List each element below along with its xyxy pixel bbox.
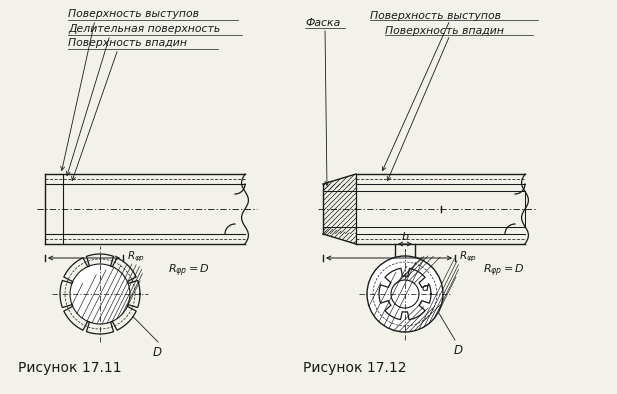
Text: Делительная поверхность: Делительная поверхность xyxy=(68,24,220,34)
Text: Поверхность впадин: Поверхность впадин xyxy=(68,38,187,48)
Text: Поверхность выступов: Поверхность выступов xyxy=(370,11,501,21)
Text: $R_{\varphi p}$: $R_{\varphi p}$ xyxy=(127,250,145,264)
Text: Поверхность выступов: Поверхность выступов xyxy=(68,9,199,19)
Text: Поверхность впадин: Поверхность впадин xyxy=(385,26,504,36)
Text: Рисунок 17.11: Рисунок 17.11 xyxy=(18,361,122,375)
Text: $d$: $d$ xyxy=(421,281,430,293)
Text: Фаска: Фаска xyxy=(305,18,340,28)
Circle shape xyxy=(367,256,443,332)
Circle shape xyxy=(70,264,130,324)
Text: $D$: $D$ xyxy=(152,346,162,359)
Text: $R_{\varphi p}=D$: $R_{\varphi p}=D$ xyxy=(168,262,210,279)
Text: $D$: $D$ xyxy=(453,344,463,357)
Text: $b$: $b$ xyxy=(400,230,409,242)
Text: Рисунок 17.12: Рисунок 17.12 xyxy=(303,361,407,375)
Text: $R_{\varphi p}=D$: $R_{\varphi p}=D$ xyxy=(483,262,525,279)
Text: $R_{\varphi p}$: $R_{\varphi p}$ xyxy=(459,250,478,264)
